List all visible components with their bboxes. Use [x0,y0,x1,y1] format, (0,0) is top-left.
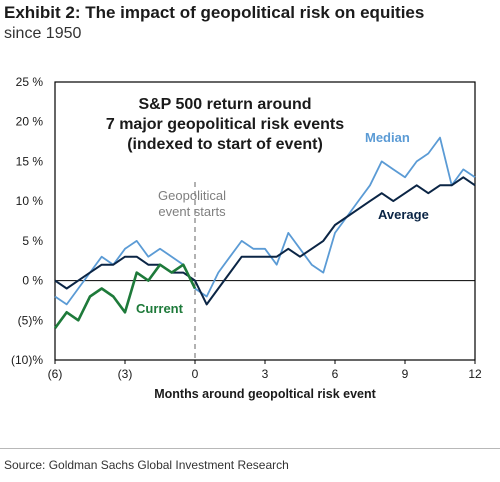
source-note: Source: Goldman Sachs Global Investment … [4,458,289,472]
current-label: Current [136,301,184,316]
x-axis-label: Months around geopoltical risk event [154,387,376,401]
y-tick-label: 0 % [22,274,43,288]
event-start-label: Geopolitical [158,188,226,203]
y-tick-label: 10 % [16,194,44,208]
series-line-median [54,136,476,306]
y-tick-label: (5)% [18,313,44,327]
y-tick-label: (10)% [11,353,43,367]
x-tick-label: 12 [468,367,482,381]
annotation-box-line: (indexed to start of event) [127,136,323,153]
average-label: Average [378,207,429,222]
line-chart: 25 % 20 % 15 % 10 % 5 % 0 % (5)% (10)% (6) (3) 0 3… [11,75,482,401]
series-line-average [54,176,476,306]
x-tick-label: 6 [332,367,339,381]
x-tick-label: (6) [48,367,63,381]
event-start-label: event starts [158,204,226,219]
annotation-box-line: S&P 500 return around [138,96,311,113]
chart-subtitle: since 1950 [4,25,82,42]
x-tick-label: 9 [402,367,409,381]
y-tick-label: 25 % [16,75,44,89]
x-tick-label: 3 [262,367,269,381]
series-line-current [53,263,197,329]
annotation-box-line: 7 major geopolitical risk events [106,116,344,133]
footer-divider [0,448,500,449]
x-tick-label: 0 [192,367,199,381]
median-label: Median [365,130,410,145]
y-tick-label: 15 % [16,154,44,168]
y-tick-label: 20 % [16,115,44,129]
chart-title: Exhibit 2: The impact of geopolitical ri… [4,3,425,22]
x-tick-label: (3) [118,367,133,381]
y-tick-label: 5 % [22,234,43,248]
